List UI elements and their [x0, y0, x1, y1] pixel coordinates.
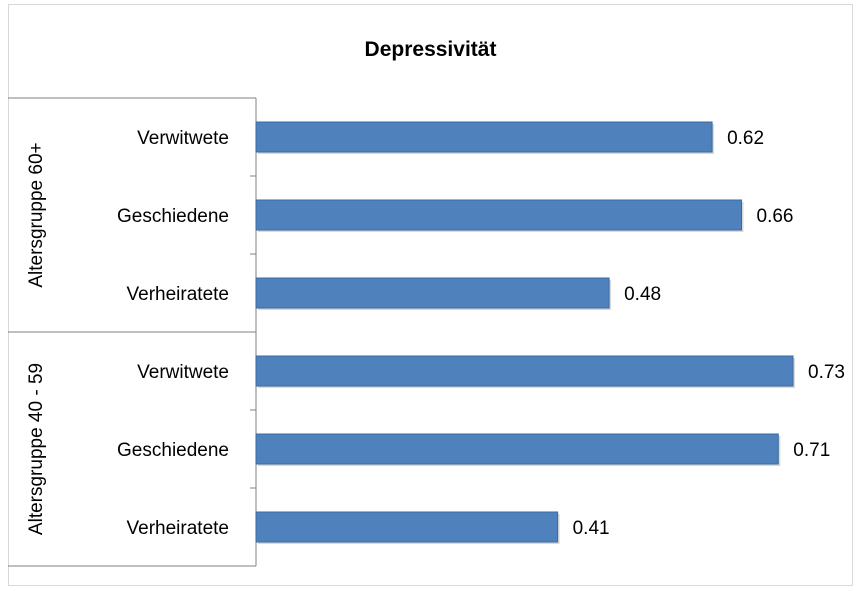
category-label: Verheiratete: [127, 518, 229, 539]
group-label: Altersgruppe 40 - 59: [26, 363, 47, 535]
bar: [255, 433, 779, 465]
category-label: Verwitwete: [137, 128, 229, 149]
bar: [255, 121, 713, 153]
value-label: 0.41: [573, 518, 610, 539]
bar: [255, 511, 559, 543]
bar: [255, 199, 743, 231]
category-label: Geschiedene: [117, 440, 229, 461]
group-label: Altersgruppe 60+: [26, 142, 47, 287]
bar: [255, 277, 610, 309]
category-label: Geschiedene: [117, 206, 229, 227]
value-label: 0.66: [757, 206, 794, 227]
value-label: 0.62: [727, 128, 764, 149]
category-label: Verheiratete: [127, 284, 229, 305]
value-label: 0.48: [624, 284, 661, 305]
bar: [255, 355, 794, 387]
value-label: 0.71: [793, 440, 830, 461]
value-label: 0.73: [808, 362, 845, 383]
chart-title: Depressivität: [364, 38, 497, 61]
category-label: Verwitwete: [137, 362, 229, 383]
